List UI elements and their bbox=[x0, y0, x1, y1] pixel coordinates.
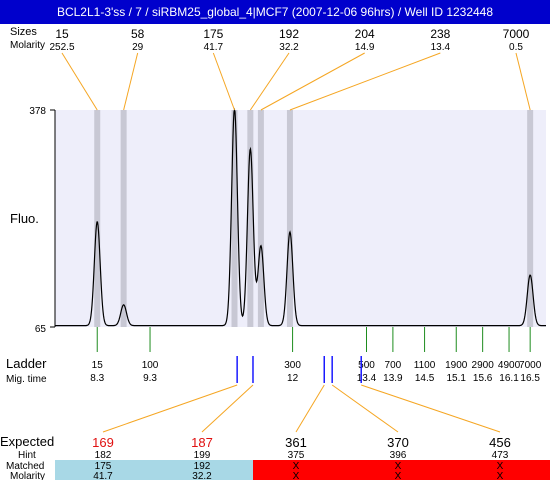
y-axis-label: Fluo. bbox=[10, 211, 39, 226]
hint-value: 396 bbox=[390, 450, 407, 461]
molarity-bottom-label: Molarity bbox=[10, 471, 45, 480]
hint-value: 473 bbox=[492, 450, 509, 461]
ladder-mig-time-label: 15.1 bbox=[447, 373, 467, 384]
ladder-size-label: 2900 bbox=[472, 360, 495, 371]
molarity-value: X bbox=[395, 471, 402, 480]
matched-label: Matched bbox=[6, 461, 44, 472]
matched-value: X bbox=[497, 461, 504, 472]
sizes-label: Sizes bbox=[10, 26, 37, 38]
peak-molarity-label: 41.7 bbox=[204, 42, 224, 53]
peak-size-label: 175 bbox=[203, 27, 223, 41]
matched-value: X bbox=[395, 461, 402, 472]
peak-band bbox=[257, 110, 264, 327]
ladder-mig-time-label: 8.3 bbox=[90, 373, 104, 384]
ladder-mig-time-label: 15.6 bbox=[473, 373, 493, 384]
unmatched-row-bg bbox=[253, 460, 550, 480]
ladder-size-label: 7000 bbox=[519, 360, 542, 371]
expected-size-label: 370 bbox=[387, 435, 409, 450]
expected-leader-line bbox=[102, 384, 238, 433]
expected-size-label: 361 bbox=[285, 435, 307, 450]
peak-band bbox=[527, 110, 534, 327]
ladder-size-label: 100 bbox=[142, 360, 159, 371]
y-tick-label: 378 bbox=[29, 106, 46, 117]
peak-band bbox=[247, 110, 254, 327]
expected-size-label: 169 bbox=[92, 435, 114, 450]
peak-size-label: 15 bbox=[55, 27, 69, 41]
hint-value: 375 bbox=[288, 450, 305, 461]
peak-leader-line bbox=[212, 52, 235, 111]
mig-time-label: Mig. time bbox=[6, 374, 47, 385]
matched-value: 192 bbox=[194, 461, 211, 472]
plot-area bbox=[55, 110, 546, 327]
peak-size-label: 238 bbox=[430, 27, 450, 41]
peak-size-label: 192 bbox=[279, 27, 299, 41]
peak-molarity-label: 32.2 bbox=[279, 42, 299, 53]
hint-label: Hint bbox=[18, 450, 36, 461]
ladder-mig-time-label: 12 bbox=[287, 373, 299, 384]
peak-leader-line bbox=[61, 52, 98, 111]
ladder-mig-time-label: 16.1 bbox=[499, 373, 519, 384]
peak-band bbox=[231, 110, 238, 327]
ladder-size-label: 15 bbox=[92, 360, 104, 371]
ladder-label: Ladder bbox=[6, 356, 47, 371]
expected-leader-line bbox=[361, 384, 501, 433]
peak-molarity-label: 13.4 bbox=[431, 42, 451, 53]
window-title: BCL2L1-3'ss / 7 / siRBM25_global_4|MCF7 … bbox=[0, 0, 550, 24]
peak-band bbox=[94, 110, 101, 327]
hint-value: 182 bbox=[95, 450, 112, 461]
peak-leader-line bbox=[123, 52, 139, 111]
peak-molarity-label: 0.5 bbox=[509, 42, 523, 53]
molarity-value: X bbox=[497, 471, 504, 480]
peak-size-label: 58 bbox=[131, 27, 145, 41]
ladder-mig-time-label: 13.4 bbox=[357, 373, 377, 384]
ladder-mig-time-label: 13.9 bbox=[383, 373, 403, 384]
expected-label: Expected bbox=[0, 434, 54, 449]
ladder-size-label: 700 bbox=[385, 360, 402, 371]
expected-size-label: 187 bbox=[191, 435, 213, 450]
y-tick-label: 65 bbox=[35, 324, 47, 335]
peak-leader-line bbox=[260, 52, 365, 111]
molarity-value: X bbox=[293, 471, 300, 480]
peak-band bbox=[286, 110, 293, 327]
ladder-mig-time-label: 14.5 bbox=[415, 373, 435, 384]
matched-row-bg bbox=[55, 460, 253, 480]
expected-size-label: 456 bbox=[489, 435, 511, 450]
peak-band bbox=[120, 110, 127, 327]
peak-size-label: 204 bbox=[355, 27, 375, 41]
molarity-label: Molarity bbox=[10, 40, 45, 51]
peak-size-label: 7000 bbox=[503, 27, 530, 41]
ladder-size-label: 300 bbox=[284, 360, 301, 371]
peak-leader-line bbox=[249, 52, 290, 111]
matched-value: 175 bbox=[95, 461, 112, 472]
expected-leader-line bbox=[331, 384, 399, 433]
matched-value: X bbox=[293, 461, 300, 472]
expected-leader-line bbox=[295, 384, 325, 433]
fluorescence-trace bbox=[55, 107, 546, 327]
peak-molarity-label: 252.5 bbox=[49, 42, 74, 53]
ladder-size-label: 4900 bbox=[498, 360, 521, 371]
ladder-size-label: 1100 bbox=[414, 360, 436, 371]
peak-molarity-label: 14.9 bbox=[355, 42, 375, 53]
peak-leader-line bbox=[289, 52, 441, 111]
ladder-size-label: 500 bbox=[358, 360, 375, 371]
ladder-mig-time-label: 16.5 bbox=[520, 373, 540, 384]
molarity-value: 41.7 bbox=[93, 471, 113, 480]
peak-molarity-label: 29 bbox=[132, 42, 144, 53]
peak-leader-line bbox=[515, 52, 531, 111]
ladder-size-label: 1900 bbox=[445, 360, 468, 371]
molarity-value: 32.2 bbox=[192, 471, 212, 480]
ladder-mig-time-label: 9.3 bbox=[143, 373, 157, 384]
hint-value: 199 bbox=[194, 450, 211, 461]
expected-leader-line bbox=[201, 384, 254, 433]
